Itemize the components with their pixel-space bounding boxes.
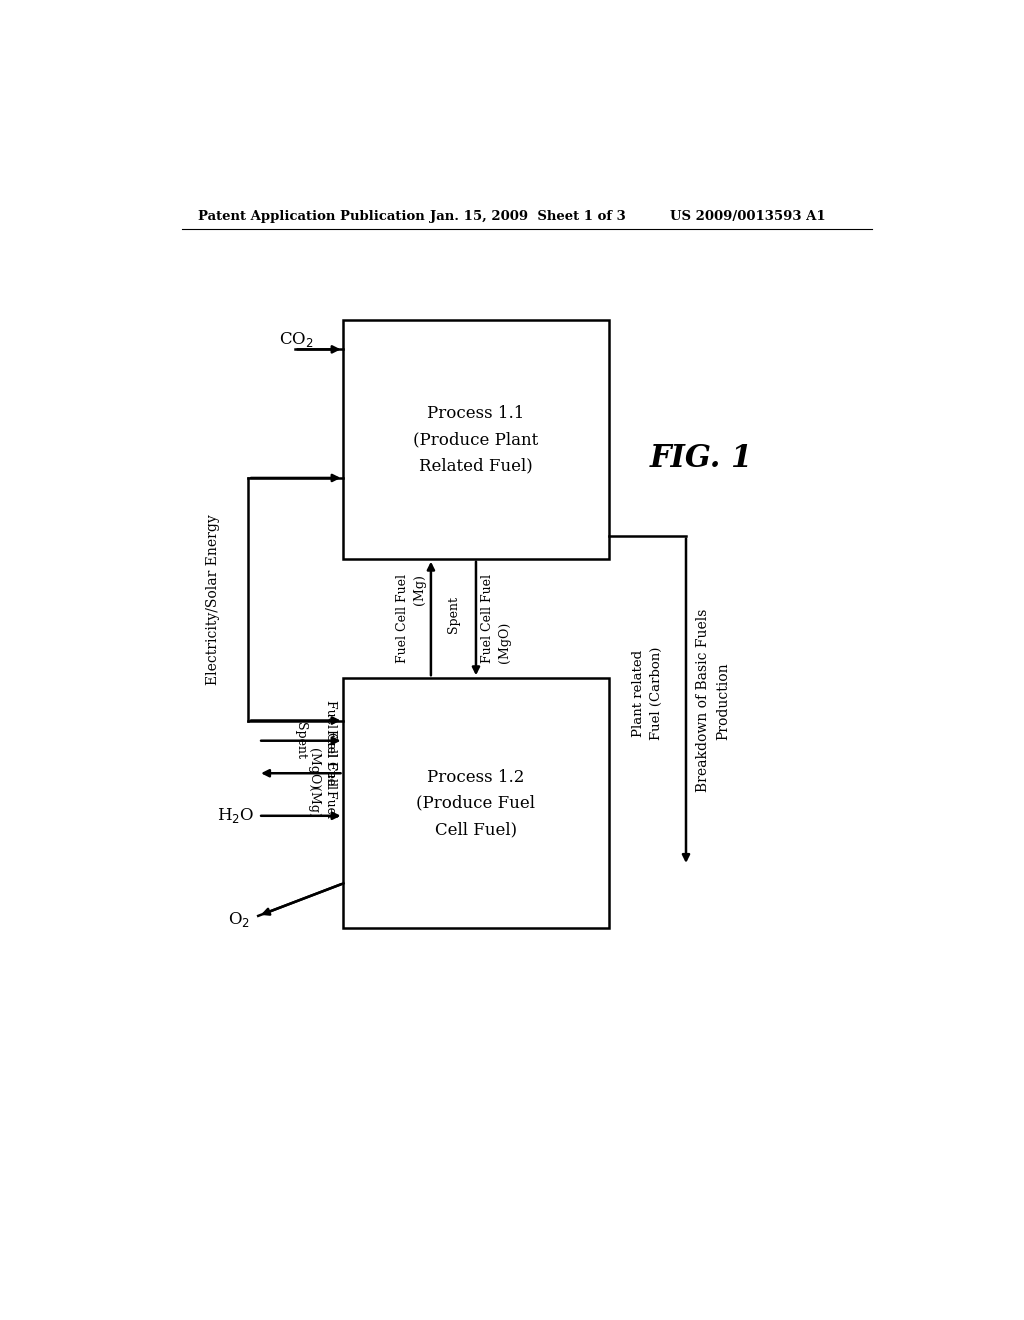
Text: Breakdown of Basic Fuels
Production: Breakdown of Basic Fuels Production [696,609,730,792]
Text: US 2009/0013593 A1: US 2009/0013593 A1 [671,210,826,223]
Bar [343,321,608,558]
Text: Electricity/Solar Energy: Electricity/Solar Energy [206,513,220,685]
Text: H$_2$O: H$_2$O [217,807,254,825]
Text: Fuel Cell Fuel
(MgO): Fuel Cell Fuel (MgO) [480,574,511,663]
Text: Spent: Spent [294,722,307,759]
Bar [343,678,608,928]
Text: Process 1.2
(Produce Fuel
Cell Fuel): Process 1.2 (Produce Fuel Cell Fuel) [417,768,536,838]
Text: Fuel Cell Fuel
(MgO): Fuel Cell Fuel (MgO) [307,700,337,789]
Text: Jan. 15, 2009  Sheet 1 of 3: Jan. 15, 2009 Sheet 1 of 3 [430,210,626,223]
Text: Fuel Cell Fuel
(Mg): Fuel Cell Fuel (Mg) [396,574,426,663]
Text: CO$_2$: CO$_2$ [280,330,314,348]
Text: O$_2$: O$_2$ [228,911,251,929]
Text: Plant related
Fuel (Carbon): Plant related Fuel (Carbon) [632,647,663,739]
Text: Patent Application Publication: Patent Application Publication [198,210,425,223]
Text: Process 1.1
(Produce Plant
Related Fuel): Process 1.1 (Produce Plant Related Fuel) [414,405,539,474]
Text: Fuel Cell Fuel
(Mg): Fuel Cell Fuel (Mg) [307,729,337,818]
Text: Spent: Spent [446,597,460,634]
Text: FIG. 1: FIG. 1 [650,444,753,474]
